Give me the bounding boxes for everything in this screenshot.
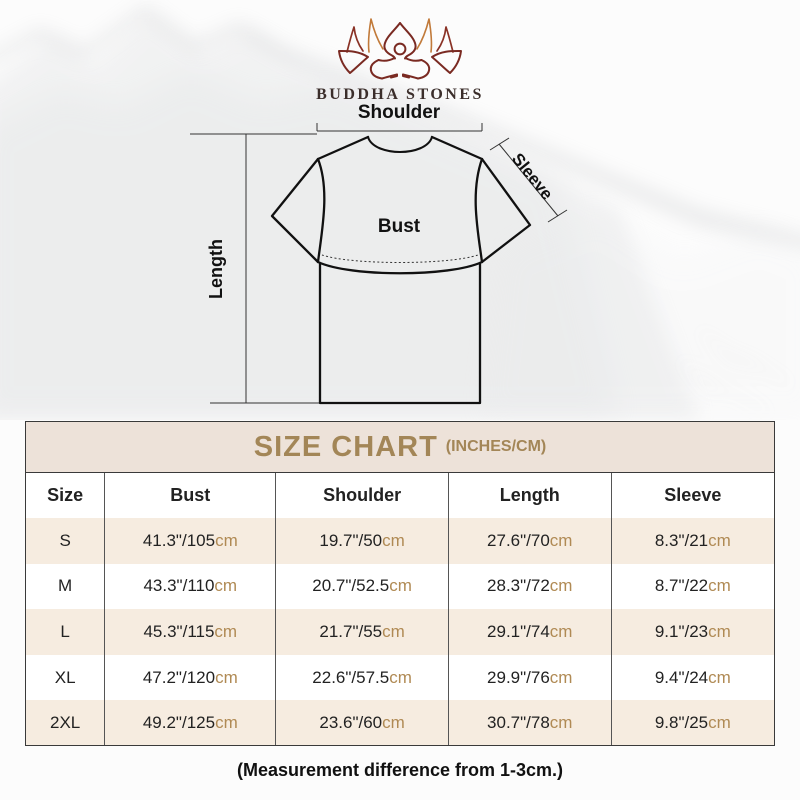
svg-text:Shoulder: Shoulder	[358, 102, 441, 123]
svg-text:Sleeve: Sleeve	[508, 150, 557, 204]
svg-text:Bust: Bust	[378, 216, 421, 237]
svg-text:Length: Length	[206, 239, 226, 299]
